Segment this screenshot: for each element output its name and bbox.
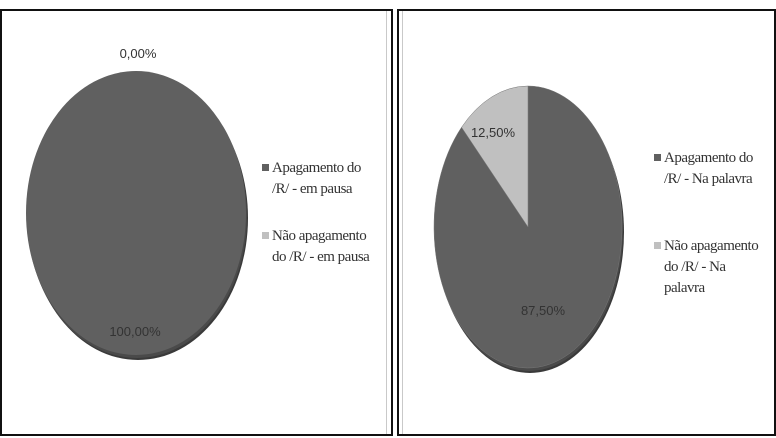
- legend-line: Não apagamento: [272, 228, 367, 244]
- panel-divider: [402, 11, 403, 434]
- slice-data-label: 12,50%: [471, 125, 516, 140]
- legend-line: do /R/ - Na: [664, 259, 726, 275]
- legend-item-nao-apagamento-palavra: Não apagamento do /R/ - Na palavra: [654, 236, 759, 299]
- panel-divider: [386, 11, 387, 434]
- pie-chart-left: 100,00% 0,00%: [26, 46, 248, 360]
- legend-item-nao-apagamento-pausa: Não apagamento do /R/ - em pausa: [262, 226, 370, 268]
- legend-line: Não apagamento: [664, 238, 759, 254]
- legend-label: Apagamento do /R/ - Na palavra: [664, 148, 753, 190]
- legend-label: Não apagamento do /R/ - Na palavra: [664, 236, 759, 299]
- legend-line: /R/ - em pausa: [272, 181, 353, 197]
- legend-swatch-dark: [262, 164, 269, 171]
- legend-line: Apagamento do: [272, 160, 361, 176]
- slice-data-label: 87,50%: [521, 303, 566, 318]
- legend-line: Apagamento do: [664, 150, 753, 166]
- legend-label: Não apagamento do /R/ - em pausa: [272, 226, 370, 268]
- pie-chart-right: 87,50% 12,50%: [433, 85, 624, 373]
- legend-swatch-light: [262, 232, 269, 239]
- pie-slice: [461, 85, 529, 228]
- legend-swatch-light: [654, 242, 661, 249]
- legend-line: palavra: [664, 280, 705, 296]
- legend-swatch-dark: [654, 154, 661, 161]
- chart-panel-left: 100,00% 0,00% Apagamento do /R/ - em paus…: [0, 9, 393, 436]
- legend-label: Apagamento do /R/ - em pausa: [272, 158, 361, 200]
- slice-data-label: 0,00%: [120, 46, 157, 61]
- legend-line: do /R/ - em pausa: [272, 249, 370, 265]
- pie-slice: [26, 71, 246, 355]
- legend-line: /R/ - Na palavra: [664, 171, 753, 187]
- legend-item-apagamento-pausa: Apagamento do /R/ - em pausa: [262, 158, 361, 200]
- slice-data-label: 100,00%: [109, 324, 161, 339]
- chart-panel-right: 87,50% 12,50% Apagamento do /R/ - Na pala…: [397, 9, 776, 436]
- legend-item-apagamento-palavra: Apagamento do /R/ - Na palavra: [654, 148, 753, 190]
